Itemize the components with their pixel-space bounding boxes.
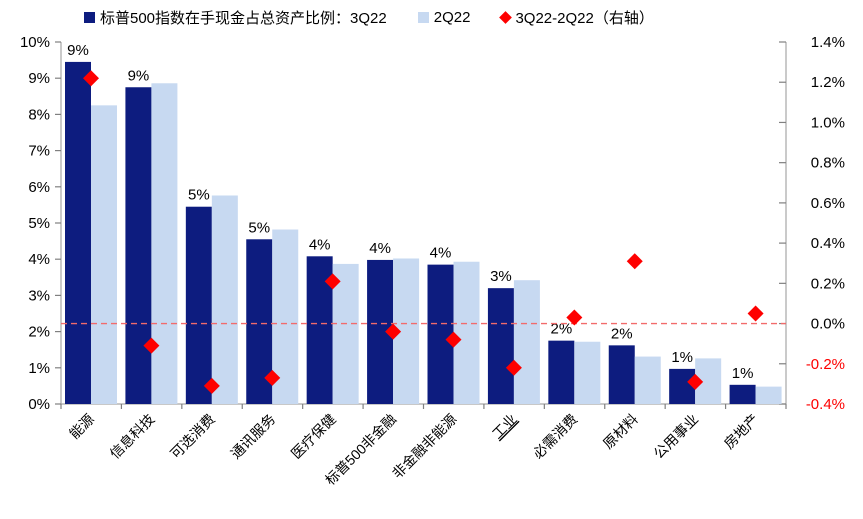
bar-3q22: [65, 61, 91, 404]
bar-3q22: [669, 368, 696, 404]
left-axis-tick-label: 4%: [28, 251, 50, 268]
chart-legend: 标普500指数在手现金占总资产比例：3Q22 2Q22 3Q22-2Q22（右轴…: [84, 7, 654, 28]
legend-label-diff: 3Q22-2Q22（右轴）: [515, 10, 654, 27]
bar-2q22: [755, 386, 782, 404]
bar-2q22: [453, 261, 480, 404]
bar-3q22: [125, 87, 152, 404]
legend-label-3q22: 标普500指数在手现金占总资产比例：3Q22: [100, 10, 387, 27]
left-axis-tick-label: 1%: [28, 360, 50, 377]
diff-diamond-marker: [566, 309, 583, 326]
right-axis-tick-label: 0.4%: [811, 235, 845, 252]
x-axis-category-label: 工业: [489, 411, 520, 442]
legend-square-3q22-icon: [84, 12, 95, 23]
diff-diamond-marker: [264, 369, 281, 386]
bar-3q22: [185, 206, 212, 404]
bar-2q22: [151, 83, 178, 404]
diff-diamond-marker: [445, 331, 462, 348]
left-axis-tick-label: 9%: [28, 70, 50, 87]
x-axis-category-label: 必需消费: [530, 411, 581, 462]
bar-value-label: 4%: [309, 236, 331, 253]
bar-2q22: [513, 280, 540, 404]
bar-value-label: 9%: [67, 42, 89, 59]
right-axis-tick-label: -0.2%: [806, 356, 845, 373]
bar-3q22: [729, 384, 756, 404]
bar-2q22: [91, 105, 117, 404]
x-axis-category-label: 可选消费: [167, 411, 218, 462]
right-axis-tick-label: 1.2%: [811, 74, 845, 91]
x-axis-category-label: 公用事业: [650, 411, 701, 462]
diff-diamond-marker: [143, 337, 160, 354]
right-axis-tick-label: 1.0%: [811, 114, 845, 131]
bar-2q22: [574, 341, 601, 404]
legend-square-2q22-icon: [417, 12, 429, 23]
bar-value-label: 4%: [369, 240, 391, 257]
left-axis-tick-label: 7%: [28, 143, 50, 160]
left-axis-tick-label: 10%: [20, 34, 50, 51]
diff-diamond-marker: [505, 359, 522, 376]
x-axis-category-label: 非金融非能源: [389, 411, 460, 482]
bar-value-label: 5%: [248, 219, 270, 236]
left-axis-tick-label: 8%: [28, 106, 50, 123]
diff-diamond-marker: [626, 253, 643, 270]
diff-diamond-marker: [324, 273, 341, 290]
diff-diamond-marker: [83, 70, 99, 87]
left-axis-tick-label: 6%: [28, 179, 50, 196]
diff-diamond-marker: [687, 373, 704, 390]
x-axis-category-label: 信息科技: [107, 411, 158, 462]
left-axis-tick-label: 0%: [28, 396, 50, 413]
bar-value-label: 1%: [671, 349, 693, 366]
diff-diamond-marker: [203, 377, 220, 394]
legend-item-3q22: 标普500指数在手现金占总资产比例：3Q22: [84, 7, 387, 28]
bar-value-label: 4%: [430, 245, 452, 262]
legend-label-2q22: 2Q22: [433, 9, 471, 26]
bar-3q22: [427, 264, 454, 404]
right-axis-tick-label: 0.2%: [811, 275, 845, 292]
x-axis-category-label: 房地产: [721, 411, 762, 452]
legend-item-2q22: 2Q22: [417, 9, 471, 26]
x-axis-category-label: 能源: [66, 411, 97, 442]
right-axis-tick-label: 1.4%: [811, 34, 845, 51]
x-axis-category-label: 医疗保健: [288, 411, 339, 462]
bar-value-label: 2%: [550, 321, 572, 338]
left-axis-tick-label: 2%: [28, 324, 50, 341]
bar-value-label: 2%: [611, 325, 633, 342]
left-axis-tick-label: 5%: [28, 215, 50, 232]
right-axis-tick-label: -0.4%: [806, 396, 845, 413]
bar-value-label: 3%: [490, 268, 512, 285]
bar-value-label: 5%: [188, 187, 210, 204]
bar-3q22: [487, 288, 514, 404]
left-axis-tick-label: 3%: [28, 287, 50, 304]
legend-item-diff: 3Q22-2Q22（右轴）: [499, 7, 654, 28]
diff-diamond-marker: [747, 305, 764, 322]
right-axis-tick-label: 0.8%: [811, 155, 845, 172]
bar-2q22: [332, 263, 359, 404]
bar-value-label: 1%: [732, 365, 754, 382]
bar-2q22: [634, 356, 661, 404]
bar-2q22: [211, 195, 238, 404]
bar-3q22: [548, 340, 575, 404]
right-axis-tick-label: 0.6%: [811, 195, 845, 212]
x-axis-category-label: 通讯服务: [227, 411, 278, 462]
x-axis-category-label: 原材料: [600, 411, 641, 452]
bar-value-label: 9%: [128, 67, 150, 84]
diff-diamond-marker: [385, 323, 402, 340]
bar-3q22: [608, 345, 635, 404]
right-axis-tick-label: 0.0%: [811, 316, 845, 333]
